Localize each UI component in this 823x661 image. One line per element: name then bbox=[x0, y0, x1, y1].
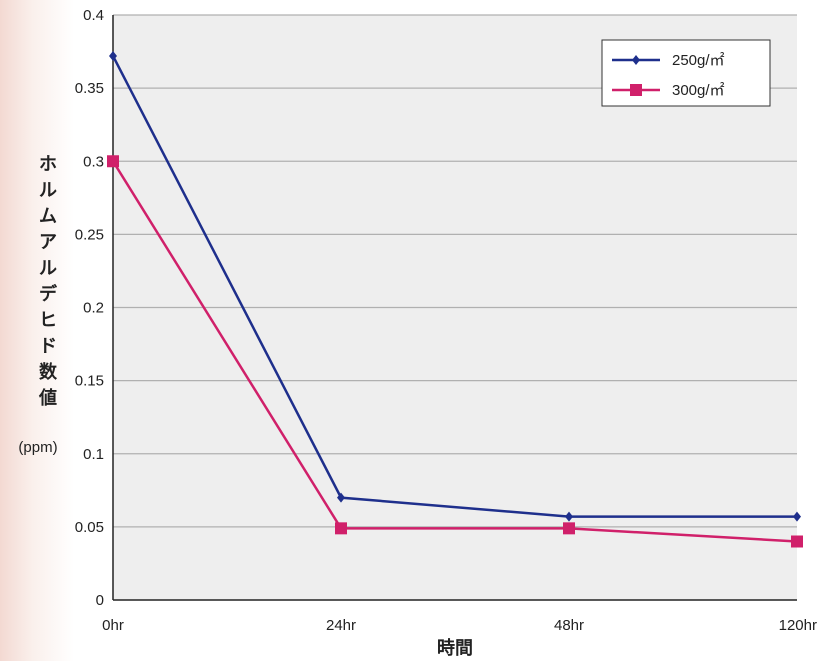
legend-swatch-marker bbox=[630, 84, 642, 96]
y-tick-label: 0.05 bbox=[75, 519, 104, 536]
legend: 250g/㎡ 300g/㎡ bbox=[601, 39, 771, 107]
x-tick-labels: 0hr 24hr 48hr 120hr bbox=[102, 617, 817, 634]
x-axis-title: 時間 bbox=[437, 638, 473, 659]
y-axis-title-char: ル bbox=[39, 258, 57, 279]
series-group bbox=[107, 50, 803, 548]
y-axis-title-char: 値 bbox=[38, 387, 57, 409]
x-tick-label: 120hr bbox=[779, 617, 817, 634]
y-axis-title-char: ド bbox=[39, 336, 57, 357]
y-tick-label: 0.1 bbox=[83, 446, 104, 463]
y-tick-label: 0 bbox=[96, 592, 104, 609]
data-point bbox=[563, 522, 575, 535]
y-axis-title-char: ア bbox=[39, 232, 57, 253]
data-point bbox=[791, 535, 803, 548]
series-line bbox=[111, 160, 798, 543]
series-line bbox=[111, 55, 797, 518]
data-point bbox=[793, 511, 801, 522]
y-axis-title-char: ム bbox=[39, 206, 57, 227]
data-point bbox=[109, 50, 117, 61]
data-point bbox=[337, 492, 345, 503]
legend-label: 300g/㎡ bbox=[672, 82, 725, 99]
y-axis-title-char: デ bbox=[39, 283, 58, 305]
y-axis-title-char: ホ bbox=[39, 154, 57, 175]
y-tick-label: 0.2 bbox=[83, 300, 104, 317]
y-tick-label: 0.3 bbox=[83, 153, 104, 170]
y-tick-labels: 0 0.05 0.1 0.15 0.2 0.25 0.3 0.35 0.4 bbox=[75, 7, 104, 609]
y-axis-title-char: ル bbox=[39, 180, 57, 201]
x-tick-label: 0hr bbox=[102, 617, 124, 634]
legend-swatch-marker bbox=[632, 55, 640, 65]
data-point bbox=[565, 511, 573, 522]
y-axis-title-char: 数 bbox=[39, 361, 58, 383]
y-tick-label: 0.35 bbox=[75, 80, 104, 97]
y-tick-label: 0.15 bbox=[75, 373, 104, 390]
y-axis-title-char: ヒ bbox=[39, 310, 57, 331]
data-point bbox=[335, 522, 347, 535]
y-axis-unit: (ppm) bbox=[18, 439, 57, 456]
y-tick-label: 0.25 bbox=[75, 226, 104, 243]
x-tick-label: 24hr bbox=[326, 617, 356, 634]
y-tick-label: 0.4 bbox=[83, 7, 104, 24]
x-tick-label: 48hr bbox=[554, 617, 584, 634]
legend-label: 250g/㎡ bbox=[672, 52, 725, 69]
data-point bbox=[107, 155, 119, 168]
